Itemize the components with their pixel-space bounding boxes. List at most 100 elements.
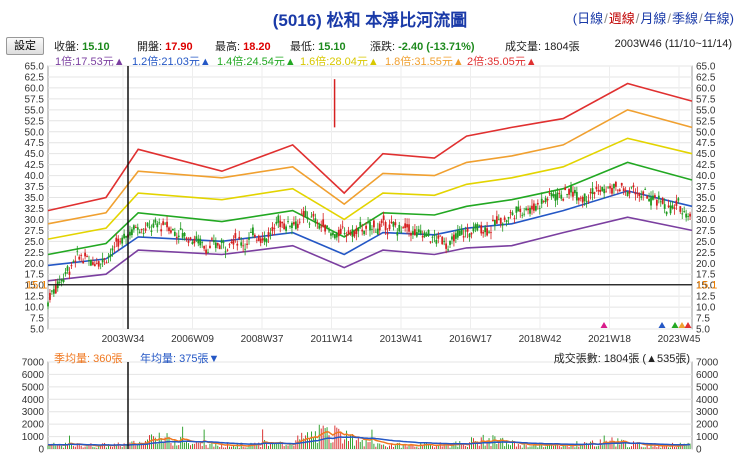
y-tick-label-left: 65.0 [25, 62, 45, 73]
y-tick-label-left: 5.0 [30, 325, 44, 336]
candle-body [185, 237, 188, 240]
candle-body [523, 213, 526, 215]
settings-button[interactable]: 設定 [6, 37, 44, 55]
candle-body [234, 233, 237, 239]
candle-body [650, 197, 652, 206]
candle-body [482, 232, 485, 234]
low-quote: 最低: 15.10 [290, 41, 346, 53]
candle-body [587, 200, 590, 202]
candle-body [534, 205, 537, 211]
candle-body [474, 224, 477, 229]
candle-body [349, 233, 352, 235]
period-daily[interactable]: 日線 [577, 11, 604, 26]
candle-body [131, 229, 133, 236]
candle-body [164, 223, 166, 225]
candle-body [687, 216, 689, 217]
current-price-label-right: 15.1 [696, 280, 717, 292]
candle-body [507, 216, 510, 219]
change-quote: 漲跌: -2.40 (-13.71%) [370, 41, 475, 53]
candle-body [304, 210, 307, 218]
candle-body [566, 194, 569, 195]
candle-body [277, 215, 280, 223]
candle-body [603, 188, 606, 194]
y-tick-label-right: 60.0 [696, 83, 716, 94]
candle-body [476, 224, 479, 231]
y-tick-label-left: 40.0 [25, 171, 45, 182]
candle-body [382, 215, 385, 221]
candle-body [320, 226, 323, 228]
candle-body [132, 225, 135, 230]
candle-body [253, 234, 256, 237]
candle-body [220, 239, 223, 243]
candle-body [296, 223, 299, 228]
candle-body [300, 213, 303, 215]
y-tick-label-left: 10.0 [25, 303, 45, 314]
candle-body [451, 236, 453, 240]
candle-body [197, 238, 200, 244]
candle-body [97, 261, 100, 267]
candle-body [562, 199, 565, 201]
period-quarterly[interactable]: 季線 [672, 11, 699, 26]
candle-body [47, 302, 49, 307]
candle-body [261, 238, 264, 241]
candle-body [486, 228, 488, 236]
candle-body [509, 212, 512, 213]
candle-body [661, 197, 664, 204]
candle-body [640, 196, 643, 198]
candle-body [470, 232, 473, 235]
y-tick-label-right: 30.0 [696, 215, 716, 226]
candle-body [497, 219, 500, 221]
candle-body [248, 237, 250, 240]
y-tick-label-right: 47.5 [696, 138, 716, 149]
candle-body [585, 200, 588, 202]
candle-body [646, 196, 649, 199]
candle-body [538, 208, 541, 210]
candle-body [410, 233, 412, 236]
y-tick-label-left: 32.5 [25, 204, 45, 215]
candle-body [205, 249, 207, 254]
candle-body [620, 182, 623, 186]
candle-body [447, 249, 449, 251]
candle-body [211, 238, 213, 240]
candle-body [468, 233, 471, 238]
candle-body [109, 254, 112, 258]
chart-title: (5016) 松和 本淨比河流圖 [272, 11, 468, 30]
candle-body [599, 189, 602, 192]
candle-body [628, 190, 631, 194]
candle-body [222, 242, 225, 244]
volume-tick-right: 3000 [696, 407, 719, 418]
candle-body [373, 220, 375, 228]
price-plot-frame [47, 65, 693, 330]
candle-body [421, 236, 424, 238]
period-weekly[interactable]: 週線 [608, 11, 635, 26]
y-tick-label-right: 50.0 [696, 127, 716, 138]
candle-body [60, 279, 63, 282]
candle-body [289, 226, 291, 227]
candle-body [548, 193, 551, 195]
volume-tick-left: 1000 [22, 432, 45, 443]
candle-body [655, 200, 658, 206]
candle-body [513, 217, 516, 219]
candle-body [607, 186, 609, 188]
candle-body [445, 243, 448, 249]
candle-body [173, 231, 176, 236]
y-tick-label-left: 20.0 [25, 259, 45, 270]
period-yearly[interactable]: 年線 [703, 11, 730, 26]
candle-body [113, 246, 116, 248]
candle-body [492, 219, 494, 222]
volume-tick-left: 7000 [22, 358, 45, 369]
volume-count: 成交張數: 1804張 (▲535張) [553, 353, 690, 365]
candle-body [93, 264, 96, 267]
candle-body [324, 224, 327, 232]
candle-body [613, 183, 615, 189]
candle-body [68, 271, 71, 275]
candle-body [626, 191, 629, 197]
candle-body [374, 231, 377, 233]
candle-body [568, 188, 570, 195]
candle-body [677, 198, 680, 201]
signal-marker [658, 322, 666, 328]
y-tick-label-right: 57.5 [696, 94, 716, 105]
period-monthly[interactable]: 月線 [640, 11, 667, 26]
candle-body [189, 237, 192, 240]
x-tick-label: 2016W17 [449, 334, 492, 345]
